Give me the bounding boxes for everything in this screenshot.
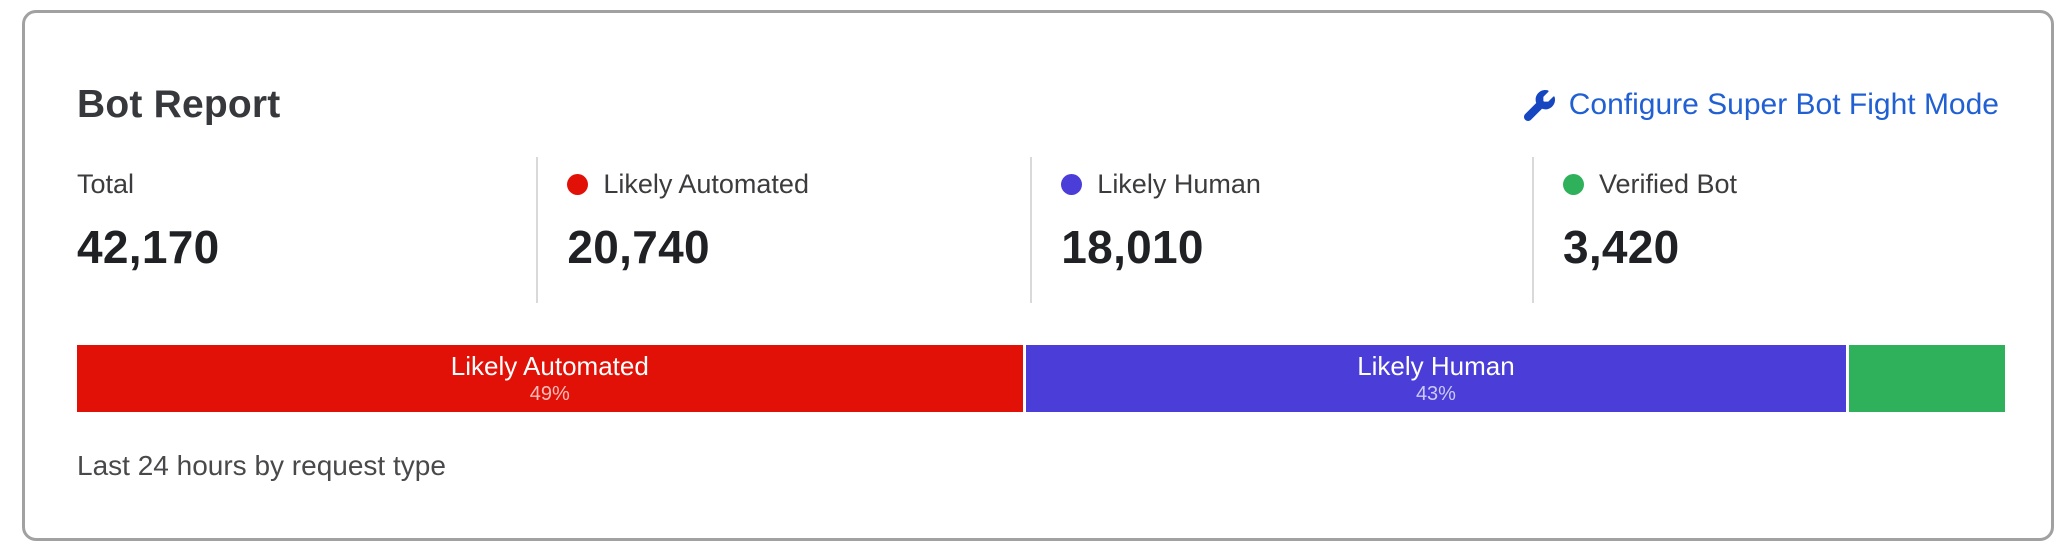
- bar-segment-likely-human: Likely Human 43%: [1025, 345, 1847, 412]
- page-title: Bot Report: [77, 83, 281, 126]
- stat-verified-bot: Verified Bot 3,420: [1531, 157, 1999, 303]
- stat-verified-bot-label: Verified Bot: [1598, 169, 1738, 199]
- stat-likely-human-label: Likely Human: [1097, 169, 1261, 199]
- stat-likely-automated: Likely Automated 20,740: [536, 157, 1030, 303]
- stat-likely-human: Likely Human 18,010: [1030, 157, 1532, 303]
- verified-bot-dot-icon: [1562, 174, 1584, 195]
- bar-segment-percent: 43%: [1415, 382, 1456, 405]
- card-header: Bot Report Configure Super Bot Fight Mod…: [77, 83, 1999, 127]
- bar-segment-verified-bot: [1849, 345, 2005, 412]
- stat-total: Total 42,170: [77, 157, 536, 303]
- configure-link-label: Configure Super Bot Fight Mode: [1568, 88, 1999, 121]
- bar-segment-likely-automated: Likely Automated 49%: [77, 345, 1023, 412]
- stat-total-value: 42,170: [77, 221, 220, 273]
- bar-segment-label: Likely Automated: [450, 350, 649, 381]
- request-type-stacked-bar: Likely Automated 49% Likely Human 43%: [77, 345, 2005, 412]
- bar-caption: Last 24 hours by request type: [77, 450, 446, 481]
- stat-likely-human-value: 18,010: [1061, 221, 1204, 273]
- stat-likely-automated-label: Likely Automated: [603, 169, 809, 199]
- bar-segment-label: Likely Human: [1357, 350, 1515, 381]
- wrench-icon: [1523, 89, 1555, 121]
- stat-verified-bot-value: 3,420: [1562, 221, 1680, 273]
- stat-total-label: Total: [77, 169, 135, 199]
- configure-super-bot-fight-mode-link[interactable]: Configure Super Bot Fight Mode: [1523, 88, 1999, 122]
- likely-automated-dot-icon: [567, 174, 589, 195]
- likely-human-dot-icon: [1061, 174, 1083, 195]
- stat-likely-automated-value: 20,740: [567, 221, 710, 273]
- bot-report-card: Bot Report Configure Super Bot Fight Mod…: [22, 10, 2054, 541]
- stats-row: Total 42,170 Likely Automated 20,740 Lik…: [77, 157, 1999, 303]
- bar-segment-percent: 49%: [529, 382, 570, 405]
